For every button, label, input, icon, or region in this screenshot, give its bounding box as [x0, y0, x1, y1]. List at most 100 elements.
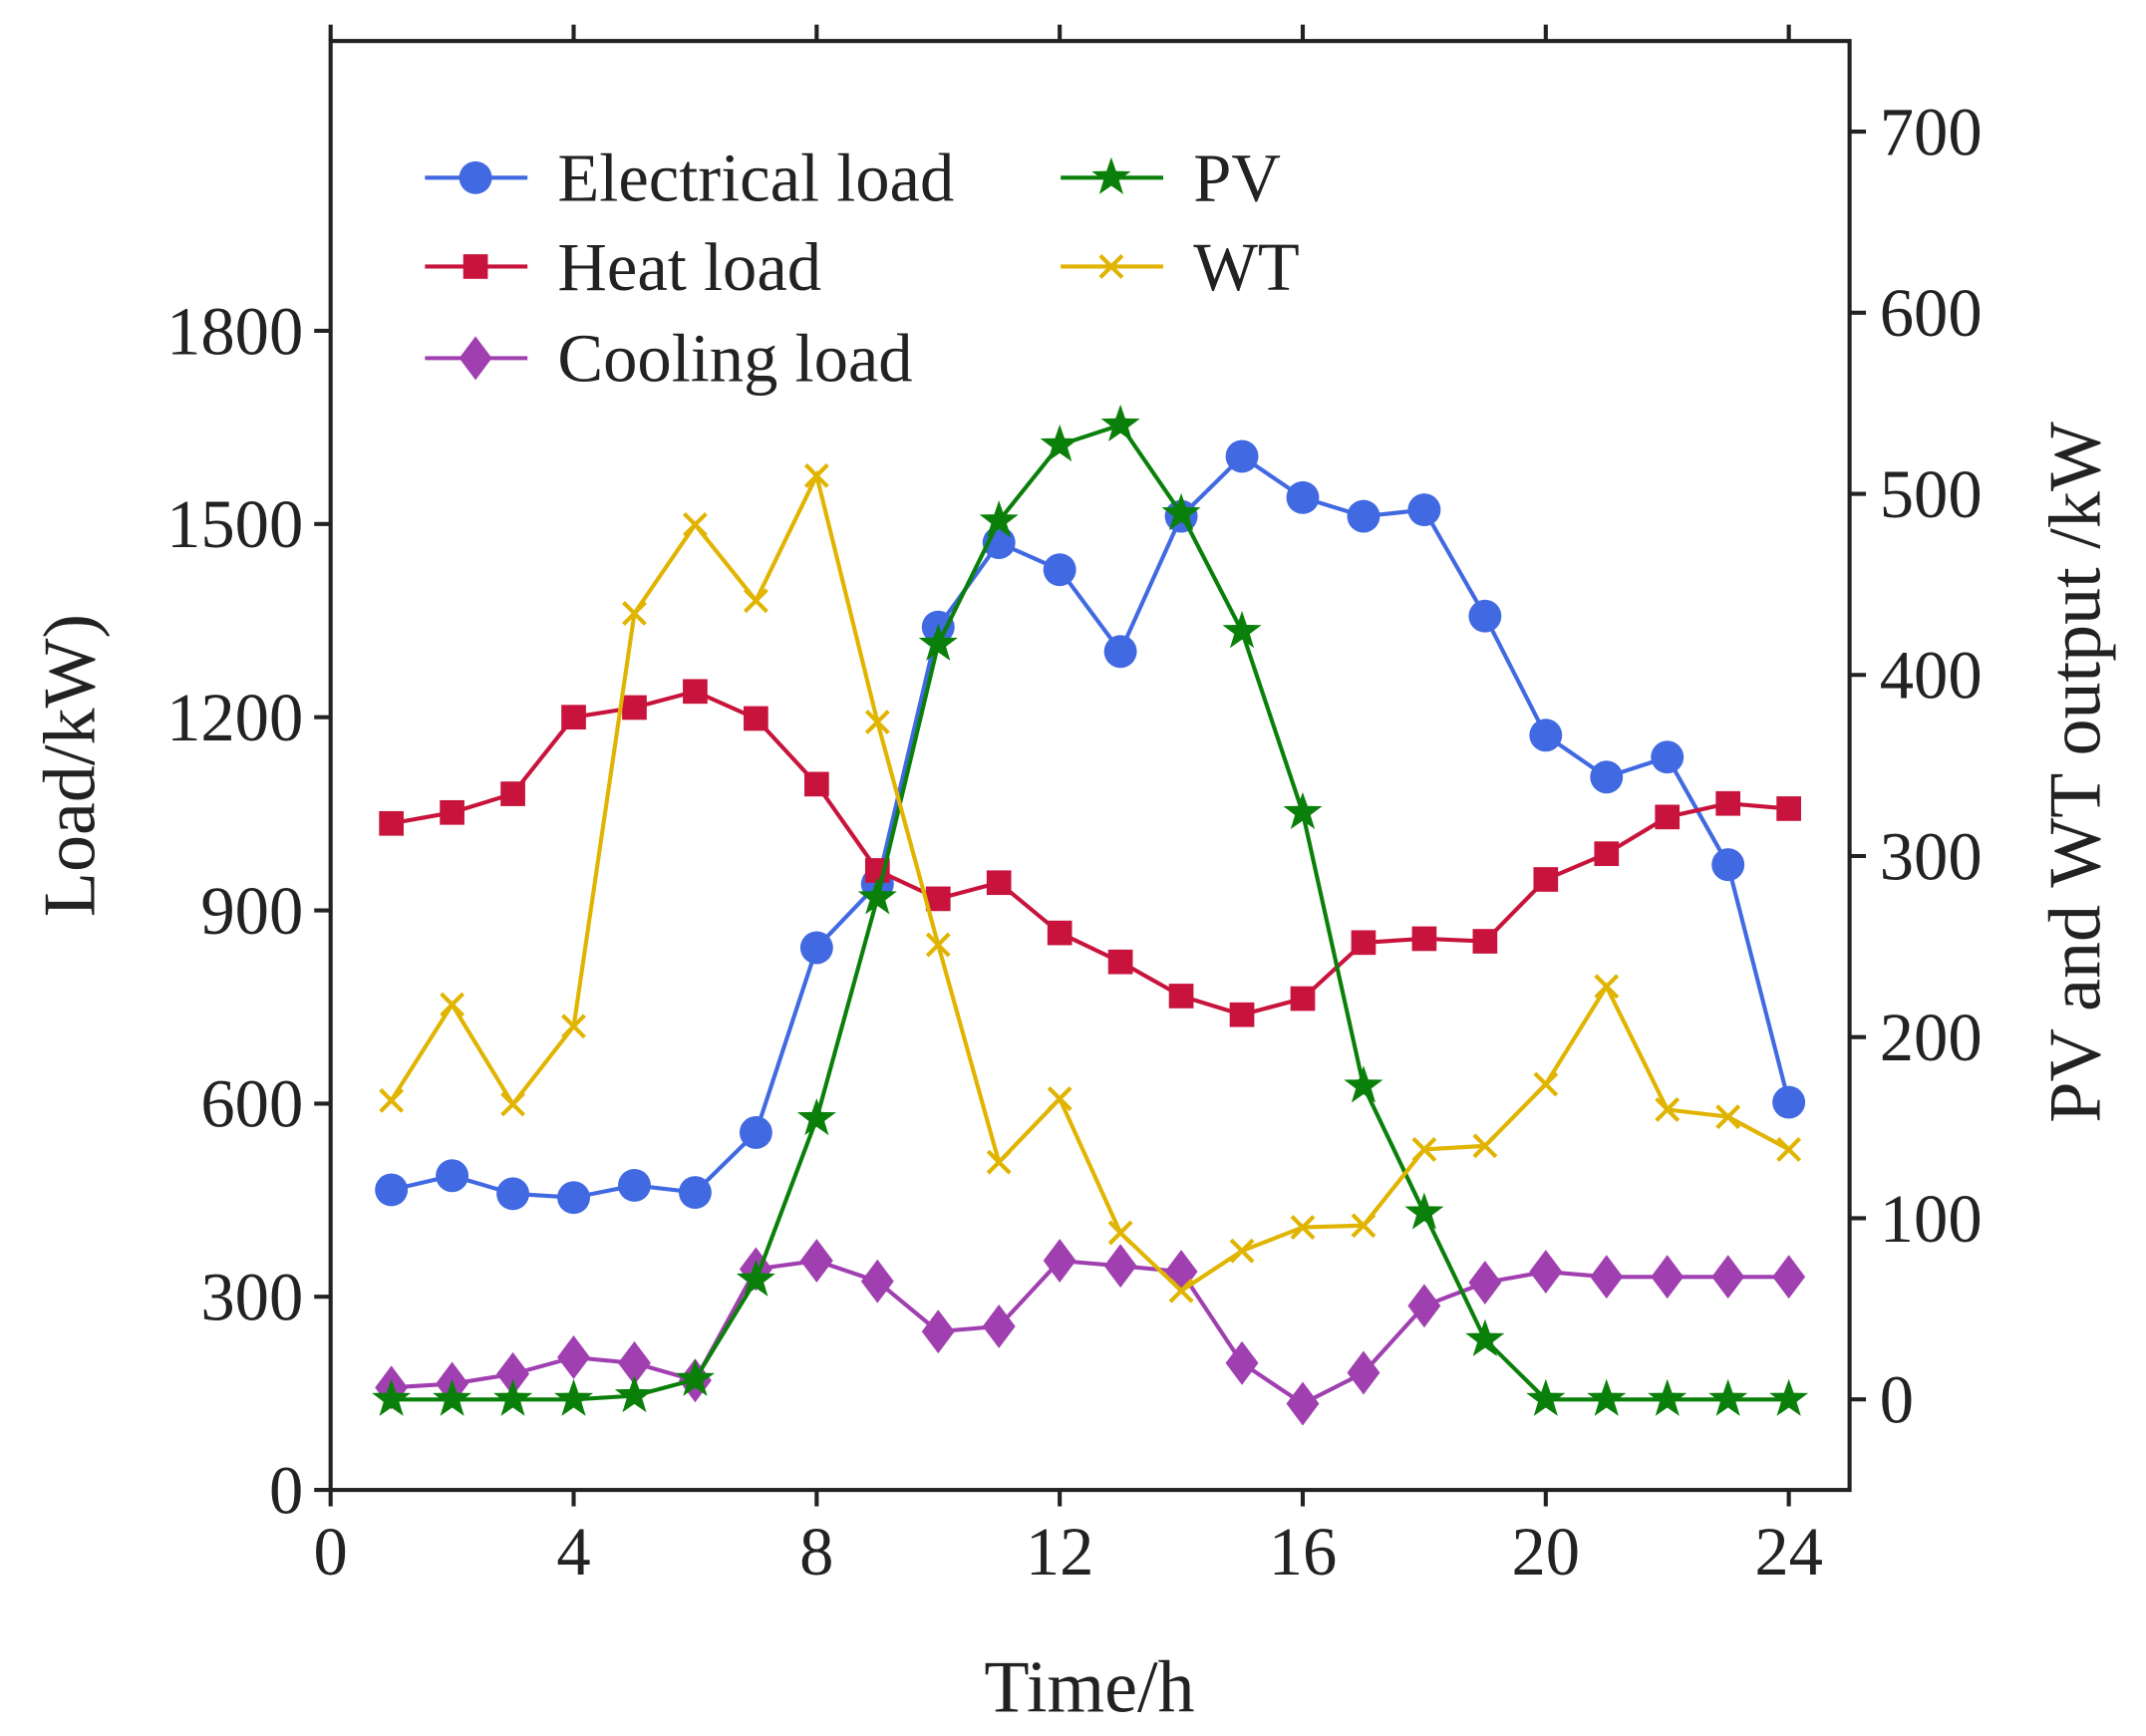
data-point-pv: [1526, 1378, 1566, 1416]
data-point-cooling-load: [496, 1351, 530, 1396]
y-tick-label: 900: [200, 873, 303, 949]
y-tick-label: 1500: [166, 486, 303, 562]
legend-item-pv: PV: [1061, 141, 1281, 216]
data-point-wt: [622, 601, 647, 626]
legend-item-cooling-load: Cooling load: [425, 321, 913, 397]
y-tick-label: 1200: [166, 680, 303, 755]
data-point-pv: [553, 1378, 594, 1416]
data-point-electrical-load: [1286, 480, 1320, 514]
x-tick-label: 16: [1269, 1514, 1338, 1590]
data-point-heat-load: [1351, 930, 1377, 956]
series-electrical-load: [375, 439, 1806, 1215]
data-point-wt: [379, 1087, 405, 1113]
y-tick-label: 1800: [166, 293, 303, 369]
data-point-cooling-load: [1468, 1261, 1502, 1304]
data-point-pv: [1404, 1192, 1444, 1230]
x-tick-label: 24: [1754, 1514, 1823, 1590]
x-tick-label: 4: [556, 1514, 590, 1590]
series-layer: [372, 404, 1809, 1426]
data-point-pv: [857, 877, 897, 915]
data-point-wt: [743, 588, 768, 614]
plot-frame: [328, 39, 1852, 1493]
data-point-wt: [1047, 1086, 1073, 1111]
data-point-electrical-load: [436, 1159, 469, 1193]
data-point-cooling-load: [1772, 1255, 1806, 1300]
data-point-wt: [1594, 974, 1620, 1000]
data-point-pv: [736, 1259, 775, 1297]
data-point-electrical-load: [1043, 553, 1076, 587]
data-point-electrical-load: [1651, 740, 1685, 774]
y-right-tick-label: 500: [1880, 456, 1983, 532]
data-point-pv: [1100, 404, 1140, 442]
data-point-wt: [925, 932, 951, 958]
data-point-pv: [1040, 424, 1079, 462]
y-axis-right-label: PV and WT output /kW: [2035, 422, 2117, 1123]
data-point-heat-load: [1472, 929, 1498, 954]
data-point-electrical-load: [1711, 848, 1745, 882]
x-tick-label: 8: [799, 1514, 833, 1590]
data-point-wt: [1351, 1213, 1377, 1239]
legend: Electrical load Heat load Cooling load PV WT: [425, 141, 1300, 397]
data-point-heat-load: [1107, 949, 1133, 975]
data-point-wt: [1655, 1097, 1681, 1122]
data-point-pv: [1769, 1378, 1809, 1416]
data-point-pv: [1587, 1378, 1627, 1416]
data-point-heat-load: [986, 870, 1012, 896]
data-point-electrical-load: [618, 1168, 651, 1202]
data-point-heat-load: [1533, 867, 1559, 892]
data-point-cooling-load: [557, 1335, 590, 1379]
data-point-cooling-load: [921, 1309, 955, 1354]
data-point-wt: [683, 511, 708, 537]
legend-label: Electrical load: [557, 141, 954, 216]
legend-item-wt: WT: [1061, 229, 1300, 305]
data-point-heat-load: [1168, 984, 1194, 1009]
data-point-wt: [1290, 1215, 1316, 1241]
data-point-wt: [803, 462, 829, 488]
data-point-pv: [979, 500, 1019, 538]
data-point-electrical-load: [1590, 760, 1624, 794]
series-line-cooling-load: [391, 1258, 1789, 1406]
data-point-wt: [561, 1013, 586, 1039]
data-point-wt: [1229, 1238, 1255, 1264]
data-point-cooling-load: [860, 1259, 894, 1303]
data-point-cooling-load: [1529, 1250, 1563, 1294]
data-point-cooling-load: [1711, 1255, 1745, 1300]
data-point-cooling-load: [982, 1304, 1016, 1348]
data-point-heat-load: [500, 781, 525, 806]
x-axis-label: Time/h: [984, 1646, 1194, 1728]
legend-marker: [459, 336, 492, 381]
data-point-wt: [1411, 1136, 1437, 1162]
data-point-cooling-load: [799, 1239, 833, 1284]
data-point-electrical-load: [375, 1173, 409, 1207]
data-point-pv: [918, 623, 958, 662]
data-point-cooling-load: [1651, 1255, 1685, 1300]
data-point-pv: [1222, 610, 1262, 649]
data-point-wt: [440, 992, 465, 1017]
data-point-electrical-load: [1347, 499, 1380, 533]
y-right-tick-label: 100: [1880, 1181, 1983, 1257]
y-right-tick-label: 300: [1880, 818, 1983, 894]
data-point-electrical-load: [496, 1177, 530, 1211]
data-point-pv: [1465, 1318, 1505, 1356]
data-point-heat-load: [622, 695, 647, 721]
data-point-wt: [1107, 1220, 1133, 1246]
data-point-heat-load: [744, 706, 768, 731]
data-point-wt: [1533, 1071, 1559, 1097]
y-tick-label: 600: [200, 1066, 303, 1142]
data-point-wt: [1472, 1133, 1498, 1159]
data-point-cooling-load: [618, 1340, 651, 1385]
data-point-electrical-load: [1225, 439, 1259, 473]
data-point-heat-load: [1047, 920, 1073, 946]
legend-marker: [462, 254, 488, 279]
data-point-heat-load: [1655, 804, 1681, 830]
data-point-pv: [1708, 1378, 1748, 1416]
data-point-heat-load: [1290, 986, 1316, 1012]
legend-label: WT: [1193, 229, 1300, 305]
data-point-pv: [1648, 1378, 1687, 1416]
data-point-cooling-load: [1347, 1350, 1380, 1395]
data-point-electrical-load: [1407, 493, 1441, 527]
data-point-heat-load: [683, 679, 708, 705]
data-point-pv: [675, 1358, 715, 1396]
legend-marker: [459, 160, 492, 194]
